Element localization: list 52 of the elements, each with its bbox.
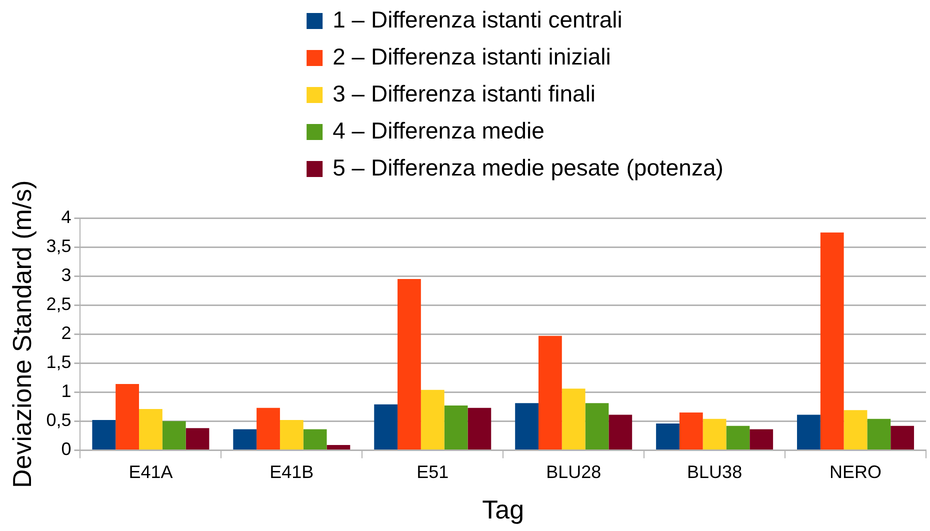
x-tick-label: E41B <box>270 462 314 482</box>
bar <box>280 420 304 450</box>
legend-label: 2 – Differenza istanti iniziali <box>332 43 611 70</box>
x-tick-label: BLU28 <box>546 462 602 482</box>
bar <box>233 429 257 450</box>
bar <box>92 420 116 450</box>
bar <box>116 384 140 450</box>
bar <box>585 403 609 450</box>
bar <box>468 408 492 450</box>
x-tick-label: E51 <box>416 462 449 482</box>
bar <box>702 418 726 450</box>
bar <box>139 408 162 450</box>
x-tick-label: E41A <box>128 462 173 482</box>
y-tick-label: 1 <box>61 381 72 402</box>
x-axis-title: Tag <box>482 494 524 525</box>
legend-label: 4 – Differenza medie <box>332 117 544 144</box>
legend-label: 3 – Differenza istanti finali <box>332 80 596 106</box>
bar <box>256 408 280 450</box>
bar <box>844 410 868 450</box>
y-tick-label: 0,5 <box>46 410 72 430</box>
bar <box>538 336 562 450</box>
bar <box>797 414 820 450</box>
y-tick-label: 0 <box>61 439 72 460</box>
bar <box>820 232 844 450</box>
y-tick-label: 4 <box>61 206 72 227</box>
bar <box>186 428 210 450</box>
bar <box>398 278 421 450</box>
y-tick-label: 3,5 <box>46 236 72 256</box>
x-tick-label: BLU38 <box>687 462 742 482</box>
bar <box>515 403 538 450</box>
bar <box>726 426 750 450</box>
legend-label: 5 – Differenza medie pesate (potenza) <box>332 154 724 180</box>
bar <box>679 412 703 450</box>
y-axis-title: Deviazione Standard (m/s) <box>6 180 37 488</box>
bar <box>444 406 468 450</box>
bar <box>162 421 186 450</box>
x-tick-label: NERO <box>830 462 882 482</box>
bar <box>374 404 398 450</box>
bar <box>420 390 444 450</box>
legend-label: 1 – Differenza istanti centrali <box>332 6 622 32</box>
bar <box>303 429 327 450</box>
bar <box>867 418 891 450</box>
y-tick-label: 3 <box>61 265 72 286</box>
bar <box>750 429 774 450</box>
bar <box>656 423 680 450</box>
bar <box>608 414 632 450</box>
y-tick-label: 1,5 <box>46 352 72 372</box>
y-tick-label: 2 <box>61 323 72 344</box>
bar <box>890 426 914 450</box>
bar <box>326 444 350 450</box>
y-tick-label: 2,5 <box>46 294 72 314</box>
bar <box>562 388 586 450</box>
